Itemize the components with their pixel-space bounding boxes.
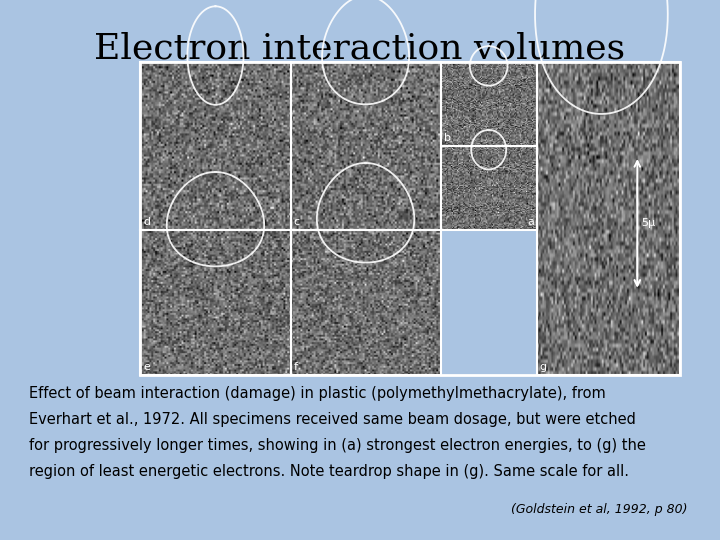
Text: f: f [294,362,297,372]
Text: 5μ: 5μ [642,218,655,228]
Text: Effect of beam interaction (damage) in plastic (polymethylmethacrylate), from: Effect of beam interaction (damage) in p… [29,386,606,401]
Bar [441,146,537,230]
Text: for progressively longer times, showing in (a) strongest electron energies, to (: for progressively longer times, showing … [29,438,646,453]
Text: Everhart et al., 1972. All specimens received same beam dosage, but were etched: Everhart et al., 1972. All specimens rec… [29,412,636,427]
Text: e: e [143,362,150,372]
Bar [140,62,680,375]
Text: d: d [143,217,150,227]
Text: (Goldstein et al, 1992, p 80): (Goldstein et al, 1992, p 80) [511,503,688,516]
Text: c: c [294,217,300,227]
Bar [290,230,441,375]
Bar [290,62,441,230]
Text: a: a [527,217,534,227]
Bar [441,62,537,146]
Text: Electron interaction volumes: Electron interaction volumes [94,32,626,65]
Text: g: g [540,362,547,372]
Bar [140,230,290,375]
Bar [537,62,680,375]
Text: region of least energetic electrons. Note teardrop shape in (g). Same scale for : region of least energetic electrons. Not… [29,464,629,479]
Bar [140,62,290,230]
Text: b: b [444,133,451,143]
